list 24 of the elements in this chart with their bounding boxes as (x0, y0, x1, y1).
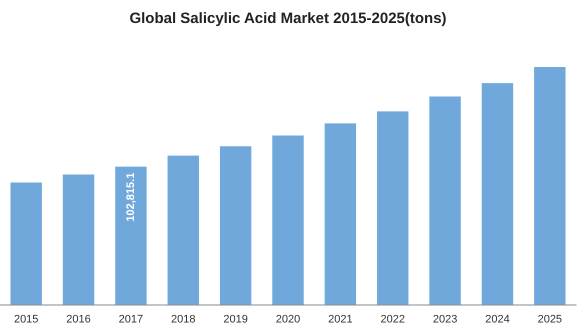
bar (534, 67, 566, 305)
x-tick-label: 2023 (432, 313, 458, 326)
bar (220, 146, 252, 305)
bar (115, 166, 147, 305)
bar (62, 174, 94, 305)
chart-title: Global Salicylic Acid Market 2015-2025(tons) (129, 10, 447, 28)
x-tick-label: 2019 (223, 313, 248, 326)
x-tick-label: 2021 (328, 313, 353, 326)
bar (377, 111, 408, 305)
x-tick-label: 2018 (171, 313, 196, 326)
x-tick-label: 2025 (538, 313, 562, 326)
bar (324, 123, 356, 305)
bar (482, 83, 514, 305)
x-tick-label: 2024 (485, 313, 510, 326)
bar (168, 156, 199, 305)
x-tick-label: 2017 (118, 313, 144, 326)
bar (272, 136, 304, 305)
x-tick-label: 2020 (276, 313, 300, 326)
bar (10, 182, 42, 305)
x-tick-label: 2016 (66, 313, 91, 326)
bar (429, 96, 461, 305)
x-tick-label: 2015 (14, 313, 38, 326)
data-label: 102,815.1 (124, 172, 137, 222)
x-tick-label: 2022 (380, 313, 405, 326)
